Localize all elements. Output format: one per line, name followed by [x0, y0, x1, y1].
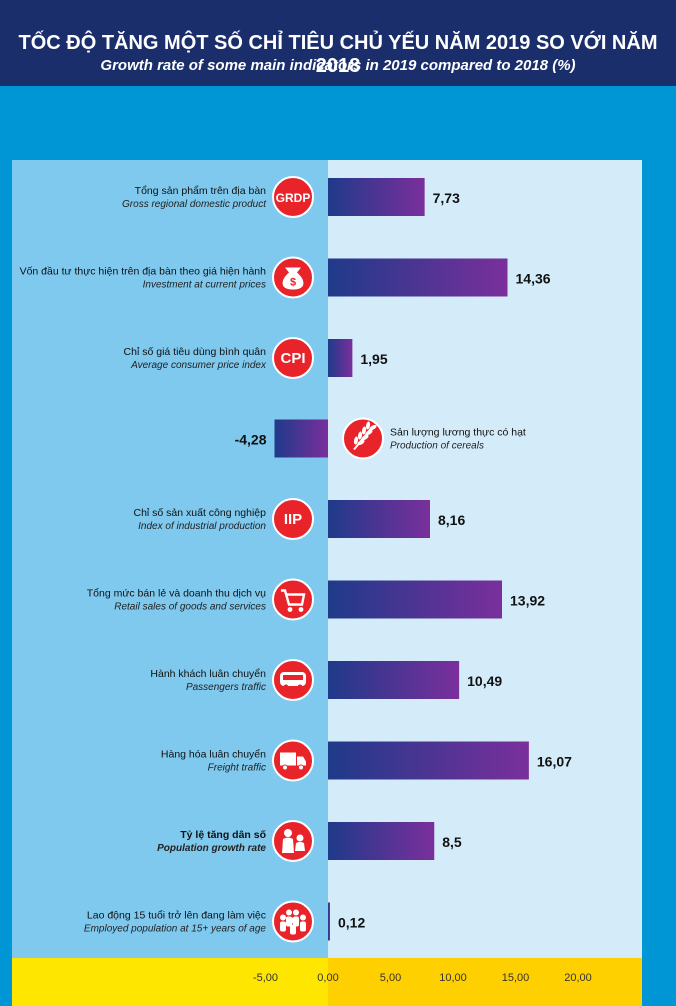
axis-band-left	[12, 958, 328, 1006]
bar-4	[274, 419, 328, 458]
row-3: 1,95 CPI Chỉ số giá tiêu dùng bình quân Ave…	[124, 337, 388, 379]
x-tick-label-1: -5,00	[253, 972, 278, 984]
chart-title: TỐC ĐỘ TĂNG MỘT SỐ CHỈ TIÊU CHỦ YẾU NĂM …	[18, 32, 658, 77]
shopping-cart-icon	[272, 578, 314, 621]
value-label-9: 8,5	[442, 834, 462, 850]
category-label-vi-10: Lao động 15 tuổi trở lên đang làm việc	[87, 910, 266, 922]
bus-icon	[272, 659, 314, 701]
bar-2	[328, 258, 508, 297]
family-icon	[272, 820, 314, 862]
category-label-en-9: Population growth rate	[157, 843, 266, 854]
row-2: 14,36 $ Vốn đầu tư thực hiện trên địa bàn …	[20, 256, 551, 299]
bar-1	[328, 178, 425, 216]
category-label-en-1: Gross regional domestic product	[122, 199, 267, 210]
value-label-2: 14,36	[516, 271, 551, 287]
svg-text:GRDP: GRDP	[276, 191, 311, 205]
bar-8	[328, 741, 529, 780]
row-10: 0,12 Lao động 15 tuổi trở lên đang làm vi…	[84, 900, 365, 943]
category-label-en-7: Passengers traffic	[186, 682, 266, 693]
category-label-en-8: Freight traffic	[208, 763, 266, 774]
category-label-vi-4: Sản lượng lương thực có hạt	[390, 427, 526, 439]
money-bag-icon: $	[272, 256, 314, 299]
workers-icon	[272, 900, 314, 943]
x-tick-label-3: 5,00	[380, 972, 401, 984]
category-label-en-6: Retail sales of goods and services	[114, 602, 266, 613]
wheat-icon	[342, 417, 384, 460]
truck-icon	[272, 739, 314, 782]
chart-subtitle: Growth rate of some main indicators in 2…	[100, 57, 576, 74]
value-label-3: 1,95	[360, 351, 387, 367]
value-label-7: 10,49	[467, 673, 502, 689]
category-label-en-5: Index of industrial production	[138, 521, 266, 532]
svg-text:$: $	[290, 277, 296, 289]
category-label-vi-6: Tổng mức bán lẻ và doanh thu dịch vụ	[87, 588, 266, 600]
row-5: 8,16 IIP Chỉ số sản xuất công nghiệp Index …	[133, 498, 465, 540]
category-label-en-3: Average consumer price index	[130, 360, 267, 371]
value-label-6: 13,92	[510, 593, 545, 609]
row-9: 8,5 Tỷ lệ tăng dân số Population growth ra…	[157, 820, 462, 862]
category-label-vi-9: Tỷ lệ tăng dân số	[180, 829, 266, 841]
row-8: 16,07 Hàng hóa luân chuyển Freight traffic	[161, 739, 572, 782]
bar-5	[328, 500, 430, 538]
category-label-vi-2: Vốn đầu tư thực hiện trên địa bàn theo g…	[20, 266, 267, 278]
grdp-icon: GRDP	[272, 176, 314, 218]
category-label-vi-7: Hành khách luân chuyển	[150, 668, 266, 680]
bar-7	[328, 661, 460, 699]
row-7: 10,49 Hành khách luân chuyển Passengers tr…	[150, 659, 502, 701]
x-tick-label-5: 15,00	[502, 972, 530, 984]
iip-icon: IIP	[272, 498, 314, 540]
svg-text:CPI: CPI	[280, 350, 305, 367]
value-label-5: 8,16	[438, 512, 465, 528]
value-label-1: 7,73	[433, 190, 460, 206]
category-label-vi-8: Hàng hóa luân chuyển	[161, 749, 266, 761]
bar-9	[328, 822, 435, 860]
cpi-icon: CPI	[272, 337, 314, 379]
bar-10	[328, 902, 330, 941]
category-label-en-2: Investment at current prices	[143, 280, 266, 291]
category-label-en-4: Production of cereals	[390, 441, 484, 452]
header-banner: TỐC ĐỘ TĂNG MỘT SỐ CHỈ TIÊU CHỦ YẾU NĂM …	[0, 0, 676, 86]
category-label-vi-5: Chỉ số sản xuất công nghiệp	[133, 507, 266, 519]
value-label-10: 0,12	[338, 915, 365, 931]
value-label-4: -4,28	[235, 432, 267, 448]
row-4: -4,28 Sản lượng lương thực có hạt Producti…	[235, 417, 526, 460]
axis-band-right	[328, 958, 642, 1006]
category-label-vi-1: Tổng sản phẩm trên địa bàn	[135, 185, 266, 197]
x-tick-label-6: 20,00	[564, 972, 592, 984]
category-label-vi-3: Chỉ số giá tiêu dùng bình quân	[124, 346, 267, 358]
bar-3	[328, 339, 353, 377]
bar-6	[328, 580, 502, 619]
row-6: 13,92 Tổng mức bán lẻ và doanh thu dịch v…	[87, 578, 545, 621]
svg-text:IIP: IIP	[284, 511, 302, 528]
row-1: 7,73 GRDP Tổng sản phẩm trên địa bàn Gross …	[122, 176, 460, 218]
x-tick-label-2: 0,00	[317, 972, 338, 984]
panel-left	[12, 160, 328, 958]
x-tick-label-4: 10,00	[439, 972, 467, 984]
category-label-en-10: Employed population at 15+ years of age	[84, 924, 267, 935]
value-label-8: 16,07	[537, 754, 572, 770]
